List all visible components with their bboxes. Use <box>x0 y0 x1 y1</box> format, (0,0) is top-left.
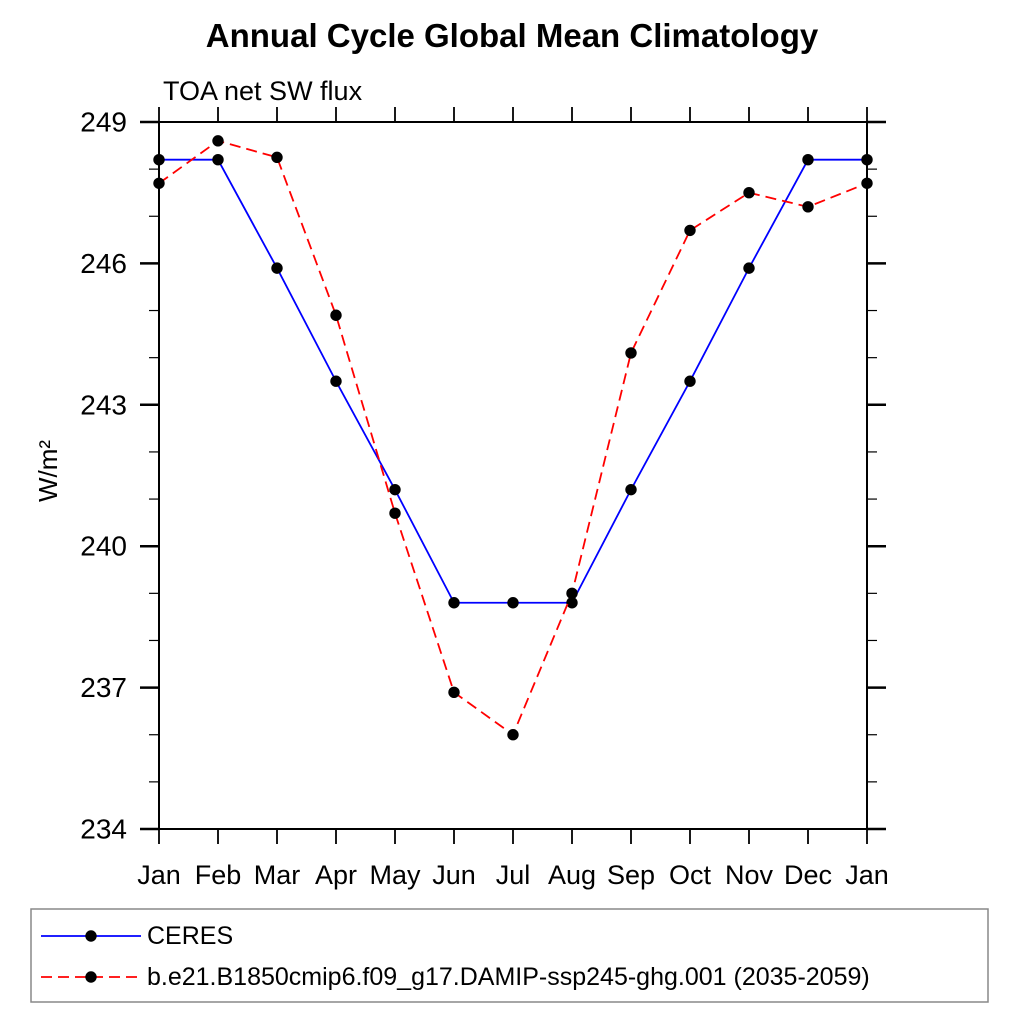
data-point-ceres <box>743 262 755 274</box>
x-tick-label: Nov <box>725 860 774 890</box>
x-tick-label: Aug <box>548 860 596 890</box>
legend-box <box>30 908 989 1003</box>
data-point-ceres <box>271 262 283 274</box>
data-point-model <box>507 729 519 741</box>
data-point-ceres <box>507 597 519 609</box>
legend-marker <box>85 930 97 942</box>
x-tick-label: May <box>369 860 421 890</box>
x-tick-label: Apr <box>315 860 357 890</box>
data-point-model <box>684 224 696 237</box>
x-tick-label: Mar <box>254 860 301 890</box>
y-tick-label: 237 <box>80 672 127 703</box>
y-tick-label: 249 <box>80 107 127 138</box>
data-point-ceres <box>448 597 460 609</box>
data-point-ceres <box>212 154 224 166</box>
data-point-ceres <box>566 597 578 609</box>
data-point-model <box>743 187 755 199</box>
data-point-ceres <box>802 154 814 166</box>
data-point-model <box>389 507 401 519</box>
series-line-ceres <box>159 158 867 604</box>
data-point-model <box>625 347 637 359</box>
legend-marker <box>85 971 97 983</box>
x-tick-label: Jan <box>845 860 889 890</box>
x-tick-label: Feb <box>195 860 242 890</box>
chart-subtitle: TOA net SW flux <box>163 76 363 106</box>
x-tick-label: Jan <box>137 860 181 890</box>
y-axis-label: W/m² <box>33 440 63 502</box>
data-point-ceres <box>684 375 696 387</box>
x-tick-label: Sep <box>607 860 655 890</box>
data-point-ceres <box>330 375 342 387</box>
data-point-model <box>566 587 578 600</box>
plot-frame <box>158 121 868 830</box>
data-point-ceres <box>861 154 873 166</box>
data-point-model <box>802 201 814 213</box>
x-tick-label: Jul <box>496 860 531 890</box>
y-tick-label: 243 <box>80 389 127 420</box>
legend-entry-label: CERES <box>147 922 233 950</box>
y-tick-label: 246 <box>80 248 127 279</box>
y-tick-label: 234 <box>80 814 127 845</box>
plot-area: 249 246 243 240 237 234 Jan Feb Mar Apr May Jun Jul A… <box>80 107 888 891</box>
data-point-model <box>861 177 873 189</box>
data-point-ceres <box>153 154 165 166</box>
legend-entry-label: b.e21.B1850cmip6.f09_g17.DAMIP-ssp245-gh… <box>147 963 870 991</box>
data-point-model <box>153 177 165 189</box>
data-point-model <box>271 151 283 164</box>
legend: CERES b.e21.B1850cmip6.f09_g17.DAMIP-ssp2… <box>30 908 989 1003</box>
data-point-model <box>448 686 460 699</box>
data-point-model <box>212 135 224 147</box>
y-tick-label: 240 <box>80 531 127 562</box>
chart-title: Annual Cycle Global Mean Climatology <box>206 17 819 54</box>
x-tick-label: Jun <box>432 860 476 890</box>
series-line-model <box>158 139 868 737</box>
x-tick-label: Dec <box>784 860 832 890</box>
data-point-ceres <box>389 483 401 496</box>
x-tick-label: Oct <box>669 860 712 890</box>
data-point-ceres <box>625 483 637 496</box>
data-point-model <box>330 309 342 321</box>
